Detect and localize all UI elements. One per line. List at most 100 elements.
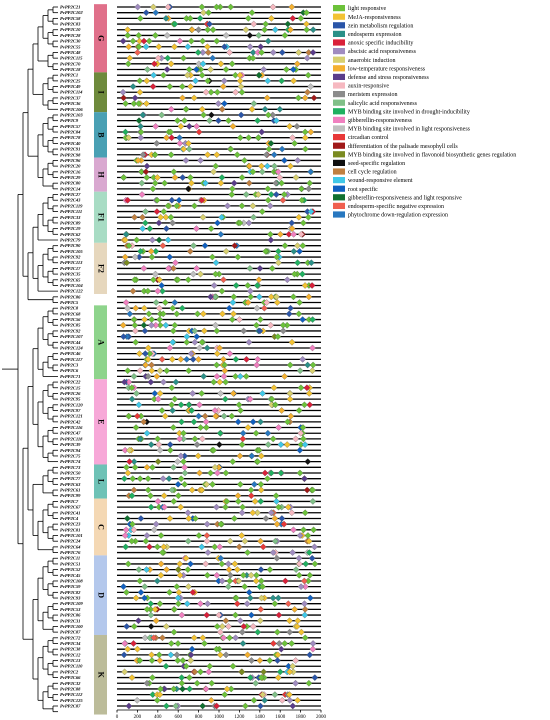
cis-element-marker: [286, 361, 294, 369]
cis-element-marker: [171, 606, 178, 613]
cis-element-marker: [141, 594, 148, 602]
cis-element-marker: [207, 697, 215, 704]
cis-element-marker: [275, 503, 282, 511]
cis-element-marker: [247, 674, 254, 681]
cis-element-marker: [238, 628, 246, 636]
cis-element-marker: [134, 412, 141, 420]
cis-element-marker: [256, 657, 264, 664]
cis-element-marker: [209, 26, 217, 34]
legend-label: defense and stress responsiveness: [348, 74, 429, 81]
cis-element-marker: [295, 554, 303, 562]
cis-element-marker: [282, 577, 289, 585]
cis-element-marker: [307, 594, 314, 602]
cis-element-marker: [129, 37, 137, 45]
legend-label: anaerobic induction: [348, 58, 395, 64]
cis-element-marker: [177, 452, 185, 460]
cis-element-marker: [297, 231, 305, 238]
gene-label: PvPP2C20: [60, 164, 81, 169]
cis-element-marker: [286, 697, 294, 704]
group-label: I: [97, 91, 106, 94]
cis-element-marker: [257, 316, 264, 323]
cis-element-marker: [187, 350, 195, 357]
cis-element-marker: [133, 697, 141, 704]
cis-element-marker: [232, 356, 240, 363]
cis-element-marker: [242, 373, 250, 380]
cis-element-marker: [188, 407, 195, 414]
group-label: G: [97, 35, 106, 41]
cis-element-marker: [227, 572, 234, 579]
gene-label: PvPP2C49: [60, 84, 81, 89]
cis-element-marker: [305, 316, 313, 323]
gene-label: PvPP2C95: [60, 397, 81, 402]
gene-label: PvPP2C86: [60, 613, 81, 618]
cis-element-marker: [285, 600, 292, 607]
cis-element-marker: [137, 248, 144, 255]
cis-element-marker: [171, 299, 179, 306]
cis-element-marker: [272, 537, 279, 545]
cis-element-marker: [135, 253, 143, 261]
gene-label: PvPP2C121: [60, 414, 83, 419]
cis-element-marker: [249, 54, 257, 62]
cis-element-marker: [162, 662, 170, 670]
cis-element-marker: [142, 208, 149, 215]
cis-element-marker: [236, 452, 244, 460]
cis-element-marker: [170, 327, 177, 335]
cis-element-marker: [308, 259, 315, 267]
cis-element-marker: [220, 276, 227, 284]
cis-element-marker: [255, 32, 263, 39]
cis-element-marker: [171, 43, 178, 51]
cis-element-marker: [212, 270, 219, 278]
cis-element-marker: [131, 321, 139, 329]
cis-element-marker: [126, 458, 133, 465]
gene-label: PvPP2C96: [60, 158, 81, 163]
cis-element-marker: [120, 174, 127, 181]
group-label: C: [97, 524, 106, 530]
cis-element-marker: [246, 265, 254, 272]
cis-element-marker: [268, 401, 275, 409]
cis-element-marker: [204, 600, 211, 607]
cis-element-marker: [251, 481, 258, 488]
gene-label: PvPP2C11: [60, 556, 80, 561]
gene-label: PvPP2C87: [60, 704, 81, 709]
cis-element-marker: [129, 475, 137, 482]
cis-element-marker: [296, 299, 303, 306]
cis-element-marker: [194, 49, 202, 56]
cis-element-marker: [269, 111, 277, 119]
cis-element-marker: [293, 123, 301, 130]
cis-element-marker: [246, 43, 254, 51]
cis-element-marker: [174, 594, 182, 602]
gene-label: PvPP2C80: [60, 181, 81, 186]
cis-element-marker: [257, 481, 265, 488]
cis-element-marker: [140, 265, 148, 272]
cis-element-marker: [179, 657, 187, 664]
cis-element-marker: [218, 577, 226, 585]
cis-element-marker: [305, 213, 312, 221]
gene-label: PvPP2C92: [60, 255, 81, 260]
gene-label: PvPP2C83: [60, 22, 81, 27]
cis-element-marker: [180, 458, 187, 465]
cis-element-marker: [134, 49, 141, 56]
cis-element-marker: [179, 685, 186, 693]
cis-element-marker: [288, 640, 295, 647]
gene-label: PvPP2C29: [60, 175, 81, 180]
cis-element-marker: [148, 151, 155, 159]
cis-element-marker: [217, 651, 224, 659]
cis-element-marker: [143, 679, 151, 687]
cis-element-marker: [258, 128, 265, 136]
cis-element-marker: [210, 168, 217, 176]
gene-label: PvPP2C21: [60, 5, 80, 10]
cis-element-marker: [217, 628, 224, 636]
cis-element-marker: [259, 691, 266, 698]
cis-element-marker: [122, 299, 130, 306]
cis-element-marker: [301, 128, 309, 136]
group-bar-f1: [94, 191, 107, 243]
cis-element-marker: [274, 333, 282, 340]
cis-element-marker: [217, 390, 224, 397]
cis-element-marker: [221, 361, 228, 369]
position-axis: 0 200 400 600 800 1000 1200 1400 1600 1800 2000: [116, 709, 327, 720]
gene-label: PvPP2C17: [60, 266, 81, 271]
cis-element-marker: [180, 435, 187, 443]
group-label: F1: [97, 213, 106, 222]
cis-element-marker: [299, 242, 307, 249]
cis-element-marker: [149, 691, 157, 698]
